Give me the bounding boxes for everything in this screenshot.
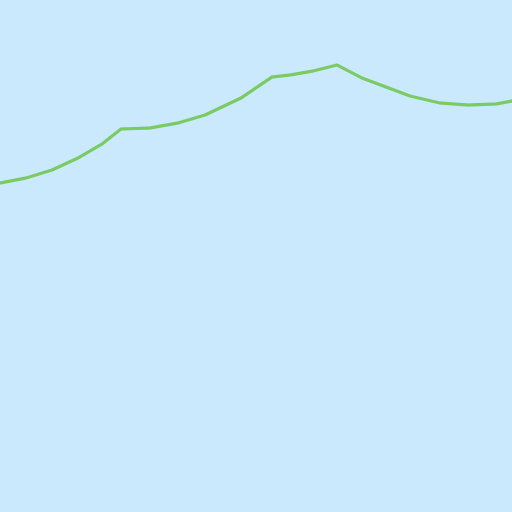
boundary-line: [0, 63, 512, 185]
